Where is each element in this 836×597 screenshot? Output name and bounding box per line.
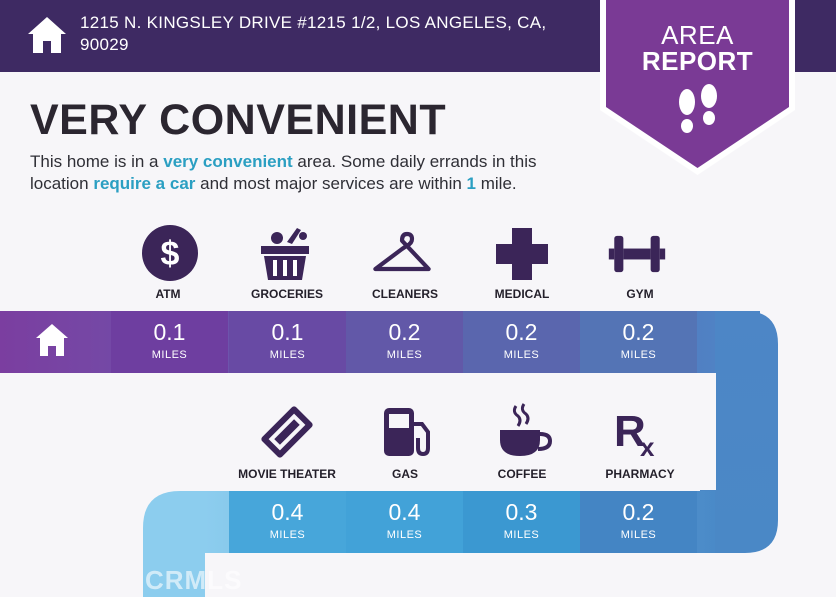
label-gym: GYM [626, 287, 654, 301]
svg-text:x: x [640, 432, 655, 462]
distance-movie-theater: 0.4 MILES [229, 491, 346, 553]
distance-groceries: 0.1 MILES [229, 311, 346, 373]
label-pharmacy: PHARMACY [605, 467, 675, 481]
property-address: 1215 N. KINGSLEY DRIVE #1215 1/2, LOS AN… [80, 12, 560, 56]
svg-text:R: R [614, 407, 646, 456]
footprints-icon [679, 84, 717, 133]
distance-pharmacy: 0.2 MILES [580, 491, 697, 553]
label-groceries: GROCERIES [250, 287, 323, 301]
distance-gas: 0.4 MILES [346, 491, 463, 553]
badge-title: AREA REPORT [600, 22, 795, 74]
label-movie-theater: MOVIE THEATER [238, 467, 336, 481]
distance-cleaners: 0.2 MILES [346, 311, 463, 373]
watermark: CRMLS [145, 565, 243, 595]
home-icon [28, 17, 66, 53]
distance-coffee: 0.3 MILES [463, 491, 580, 553]
badge-line-1: AREA [661, 20, 734, 50]
address-line-2: 90029 [80, 35, 129, 54]
svg-text:$: $ [161, 235, 180, 273]
gas-pump-icon [384, 408, 430, 457]
address-line-1: 1215 N. KINGSLEY DRIVE #1215 1/2, LOS AN… [80, 13, 547, 32]
coffee-cup-icon [500, 403, 553, 456]
label-medical: MEDICAL [494, 287, 550, 301]
home-start-icon [36, 324, 68, 356]
distance-gym: 0.2 MILES [580, 311, 697, 373]
dumbbell-icon [608, 235, 666, 273]
badge-line-2: REPORT [641, 46, 754, 76]
hanger-icon [373, 231, 431, 272]
label-atm: ATM [155, 287, 181, 301]
medical-cross-icon [496, 228, 548, 280]
label-cleaners: CLEANERS [371, 287, 438, 301]
grocery-basket-icon [261, 228, 309, 280]
label-gas: GAS [391, 467, 418, 481]
distance-medical: 0.2 MILES [463, 311, 580, 373]
ticket-icon [261, 406, 313, 458]
distance-atm: 0.1 MILES [111, 311, 228, 373]
dollar-icon: $ [142, 225, 198, 281]
label-coffee: COFFEE [497, 467, 547, 481]
description: This home is in a very convenient area. … [30, 152, 537, 193]
rx-icon: R x [614, 407, 655, 462]
area-report-badge: AREA REPORT [600, 0, 795, 175]
page-title: VERY CONVENIENT [30, 96, 447, 144]
